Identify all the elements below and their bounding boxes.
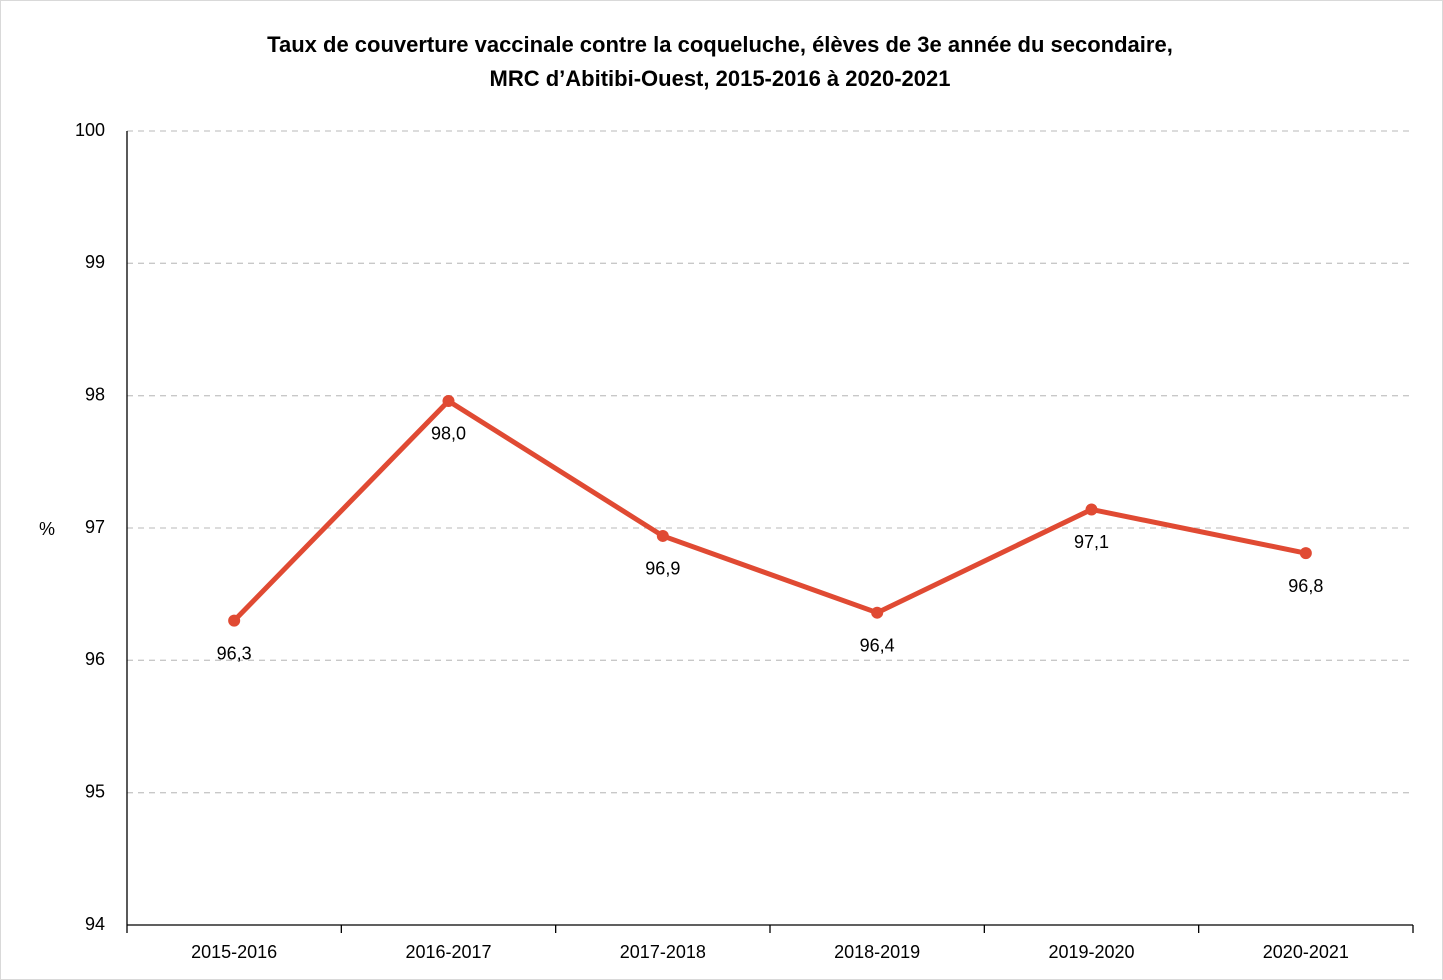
data-label: 96,3 [217,643,252,663]
x-tick-label: 2015-2016 [191,942,277,962]
y-tick-label: 98 [85,384,105,404]
point [1085,503,1098,516]
y-tick-label: 97 [85,517,105,537]
x-tick-label: 2016-2017 [405,942,491,962]
y-tick-label: 100 [75,120,105,140]
data-label: 96,9 [645,559,680,579]
point [1299,547,1312,560]
x-tick-label: 2017-2018 [620,942,706,962]
point [442,394,455,407]
data-label: 97,1 [1074,532,1109,552]
data-label: 98,0 [431,424,466,444]
chart-title: MRC d’Abitibi-Ouest, 2015-2016 à 2020-20… [490,66,951,91]
x-tick-label: 2019-2020 [1048,942,1134,962]
point [871,606,884,619]
y-tick-label: 96 [85,649,105,669]
y-axis-label: % [39,519,55,539]
point [228,614,241,627]
x-tick-label: 2018-2019 [834,942,920,962]
chart-title: Taux de couverture vaccinale contre la c… [267,32,1173,57]
y-tick-label: 95 [85,781,105,801]
data-label: 96,8 [1288,576,1323,596]
y-tick-label: 99 [85,252,105,272]
point [656,529,669,542]
x-tick-label: 2020-2021 [1263,942,1349,962]
series-line [232,398,1307,623]
data-label: 96,4 [860,635,895,655]
y-tick-label: 94 [85,914,105,934]
